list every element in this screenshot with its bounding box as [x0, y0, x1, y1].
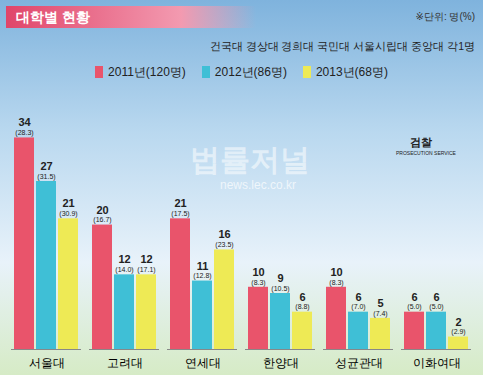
- svg-text:(5.0): (5.0): [429, 303, 443, 311]
- svg-text:(17.5): (17.5): [171, 210, 189, 218]
- html-text:대학별 현황: 대학별 현황: [16, 9, 90, 25]
- html-text:2013년(68명): 2013년(68명): [315, 65, 388, 79]
- html-text:2012년(86명): 2012년(86명): [214, 65, 287, 79]
- svg-text:(28.3): (28.3): [15, 129, 33, 137]
- html-text:※단위: 명(%): ※단위: 명(%): [415, 11, 475, 22]
- svg-text:10: 10: [330, 266, 342, 278]
- svg-text:9: 9: [277, 272, 283, 284]
- html-text:건국대 경상대 경희대 국민대 서울시립대 중앙대 각1명: 건국대 경상대 경희대 국민대 서울시립대 중앙대 각1명: [209, 40, 475, 52]
- svg-text:고려대: 고려대: [107, 356, 143, 370]
- svg-text:10: 10: [252, 266, 264, 278]
- svg-text:2: 2: [455, 316, 461, 328]
- svg-text:16: 16: [218, 228, 230, 240]
- svg-text:(8.8): (8.8): [295, 303, 309, 311]
- html-text:2011년(120명): 2011년(120명): [108, 65, 186, 79]
- html-text:법률저널: 법률저널: [190, 143, 310, 176]
- svg-text:21: 21: [174, 197, 186, 209]
- svg-text:(7.0): (7.0): [351, 303, 365, 311]
- svg-text:11: 11: [197, 260, 209, 272]
- svg-text:연세대: 연세대: [185, 356, 221, 370]
- svg-text:12: 12: [118, 253, 130, 265]
- svg-text:20: 20: [96, 204, 108, 216]
- svg-text:6: 6: [299, 291, 305, 303]
- svg-text:이화여대: 이화여대: [413, 356, 461, 370]
- svg-text:한양대: 한양대: [263, 356, 299, 370]
- svg-text:6: 6: [433, 291, 439, 303]
- svg-text:(16.7): (16.7): [93, 216, 111, 224]
- svg-text:(2.9): (2.9): [451, 328, 465, 336]
- svg-text:(12.8): (12.8): [193, 272, 211, 280]
- svg-text:서울대: 서울대: [29, 356, 65, 370]
- html-text:news.lec.co.kr: news.lec.co.kr: [220, 178, 296, 192]
- html-text:PROSECUTION SERVICE: PROSECUTION SERVICE: [396, 150, 456, 156]
- svg-text:성균관대: 성균관대: [335, 356, 383, 370]
- html-text:검찰: 검찰: [410, 136, 432, 148]
- svg-text:(8.3): (8.3): [251, 279, 265, 287]
- svg-text:5: 5: [377, 297, 383, 309]
- svg-text:27: 27: [40, 160, 52, 172]
- svg-text:(30.9): (30.9): [59, 210, 77, 218]
- svg-text:34: 34: [18, 116, 31, 128]
- svg-text:(7.4): (7.4): [373, 310, 387, 318]
- svg-text:12: 12: [140, 253, 152, 265]
- svg-text:(5.0): (5.0): [407, 303, 421, 311]
- svg-text:(10.5): (10.5): [271, 285, 289, 293]
- svg-text:(31.5): (31.5): [37, 173, 55, 181]
- svg-text:6: 6: [411, 291, 417, 303]
- svg-text:(14.0): (14.0): [115, 266, 133, 274]
- svg-text:(17.1): (17.1): [137, 266, 155, 274]
- svg-text:21: 21: [62, 197, 74, 209]
- svg-text:6: 6: [355, 291, 361, 303]
- svg-text:(8.3): (8.3): [329, 279, 343, 287]
- svg-text:(23.5): (23.5): [215, 241, 233, 249]
